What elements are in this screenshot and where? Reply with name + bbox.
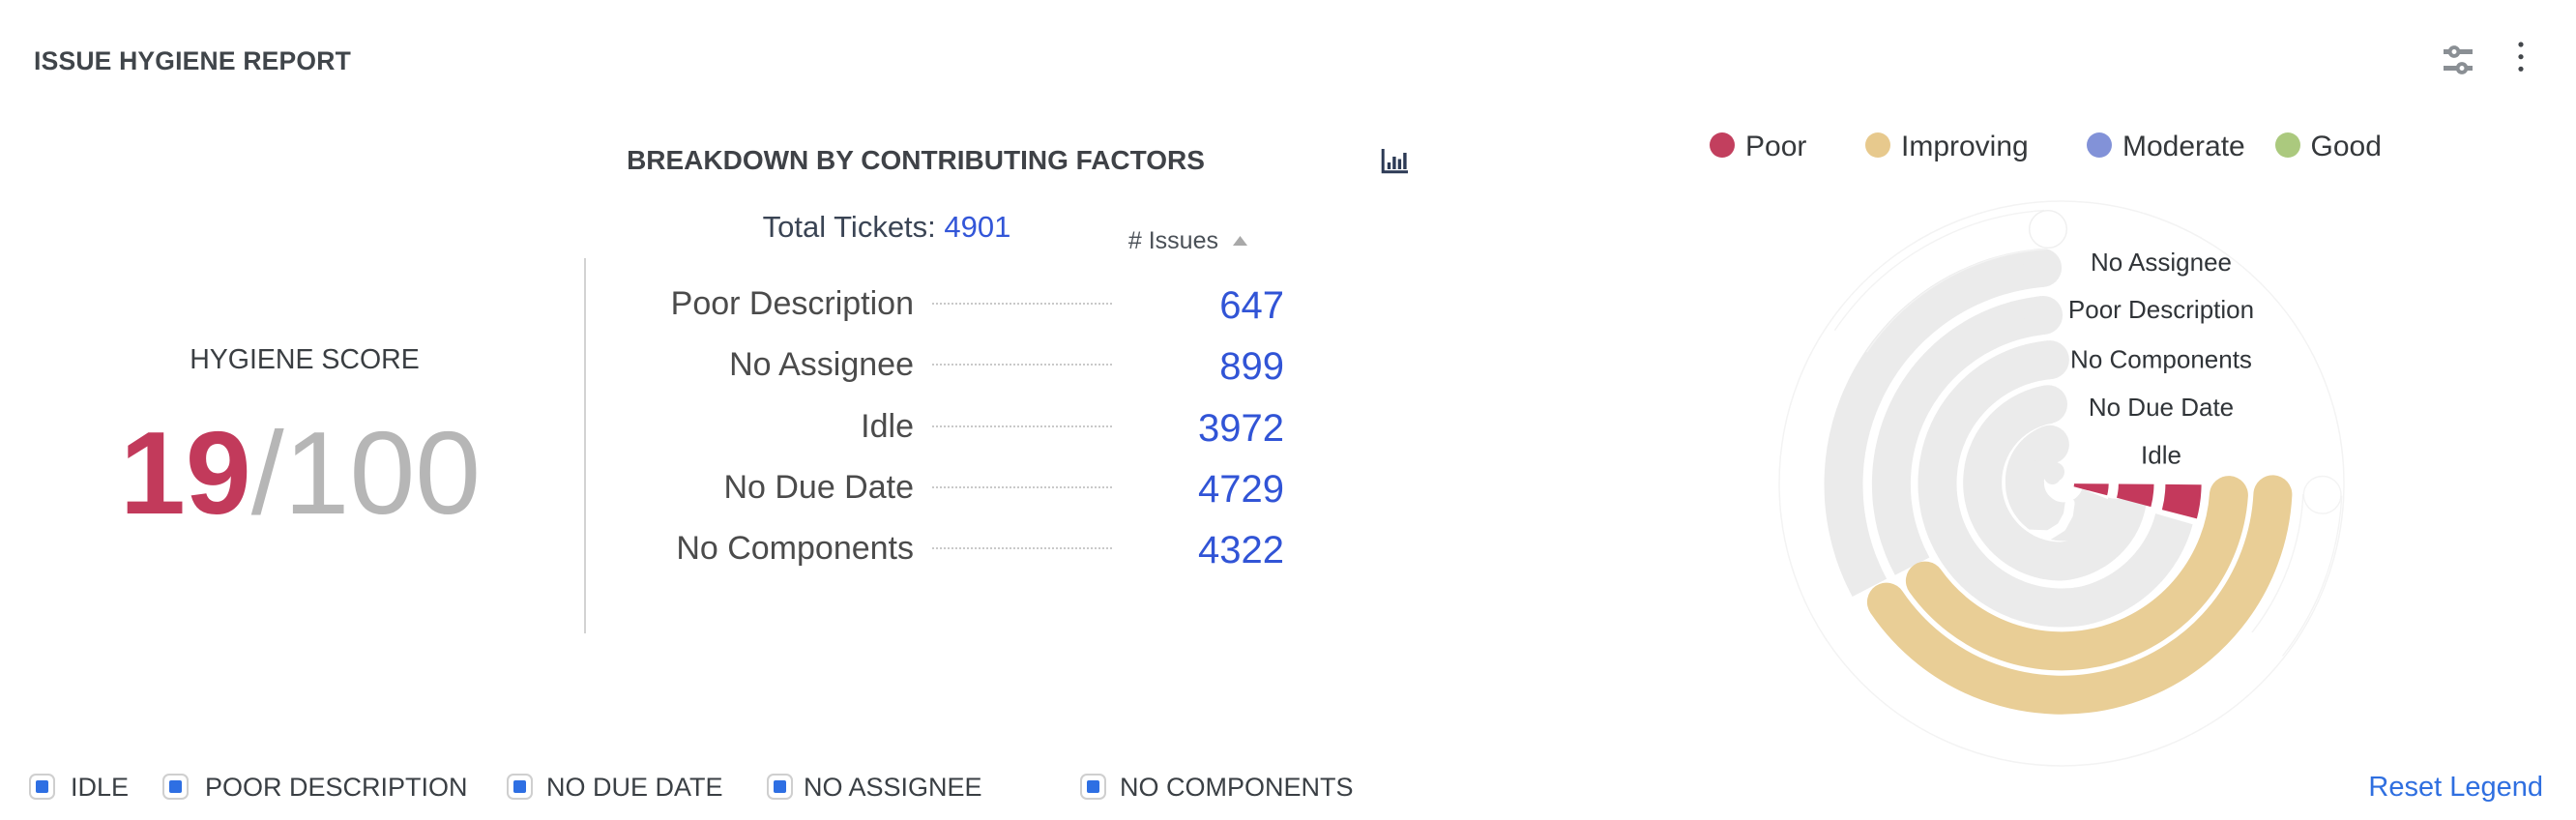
svg-text:Poor Description: Poor Description	[2068, 295, 2254, 324]
svg-text:Idle: Idle	[2141, 441, 2181, 470]
svg-text:No Components: No Components	[2070, 345, 2252, 374]
svg-text:No Assignee: No Assignee	[2091, 248, 2232, 277]
svg-text:No Due Date: No Due Date	[2089, 393, 2234, 422]
